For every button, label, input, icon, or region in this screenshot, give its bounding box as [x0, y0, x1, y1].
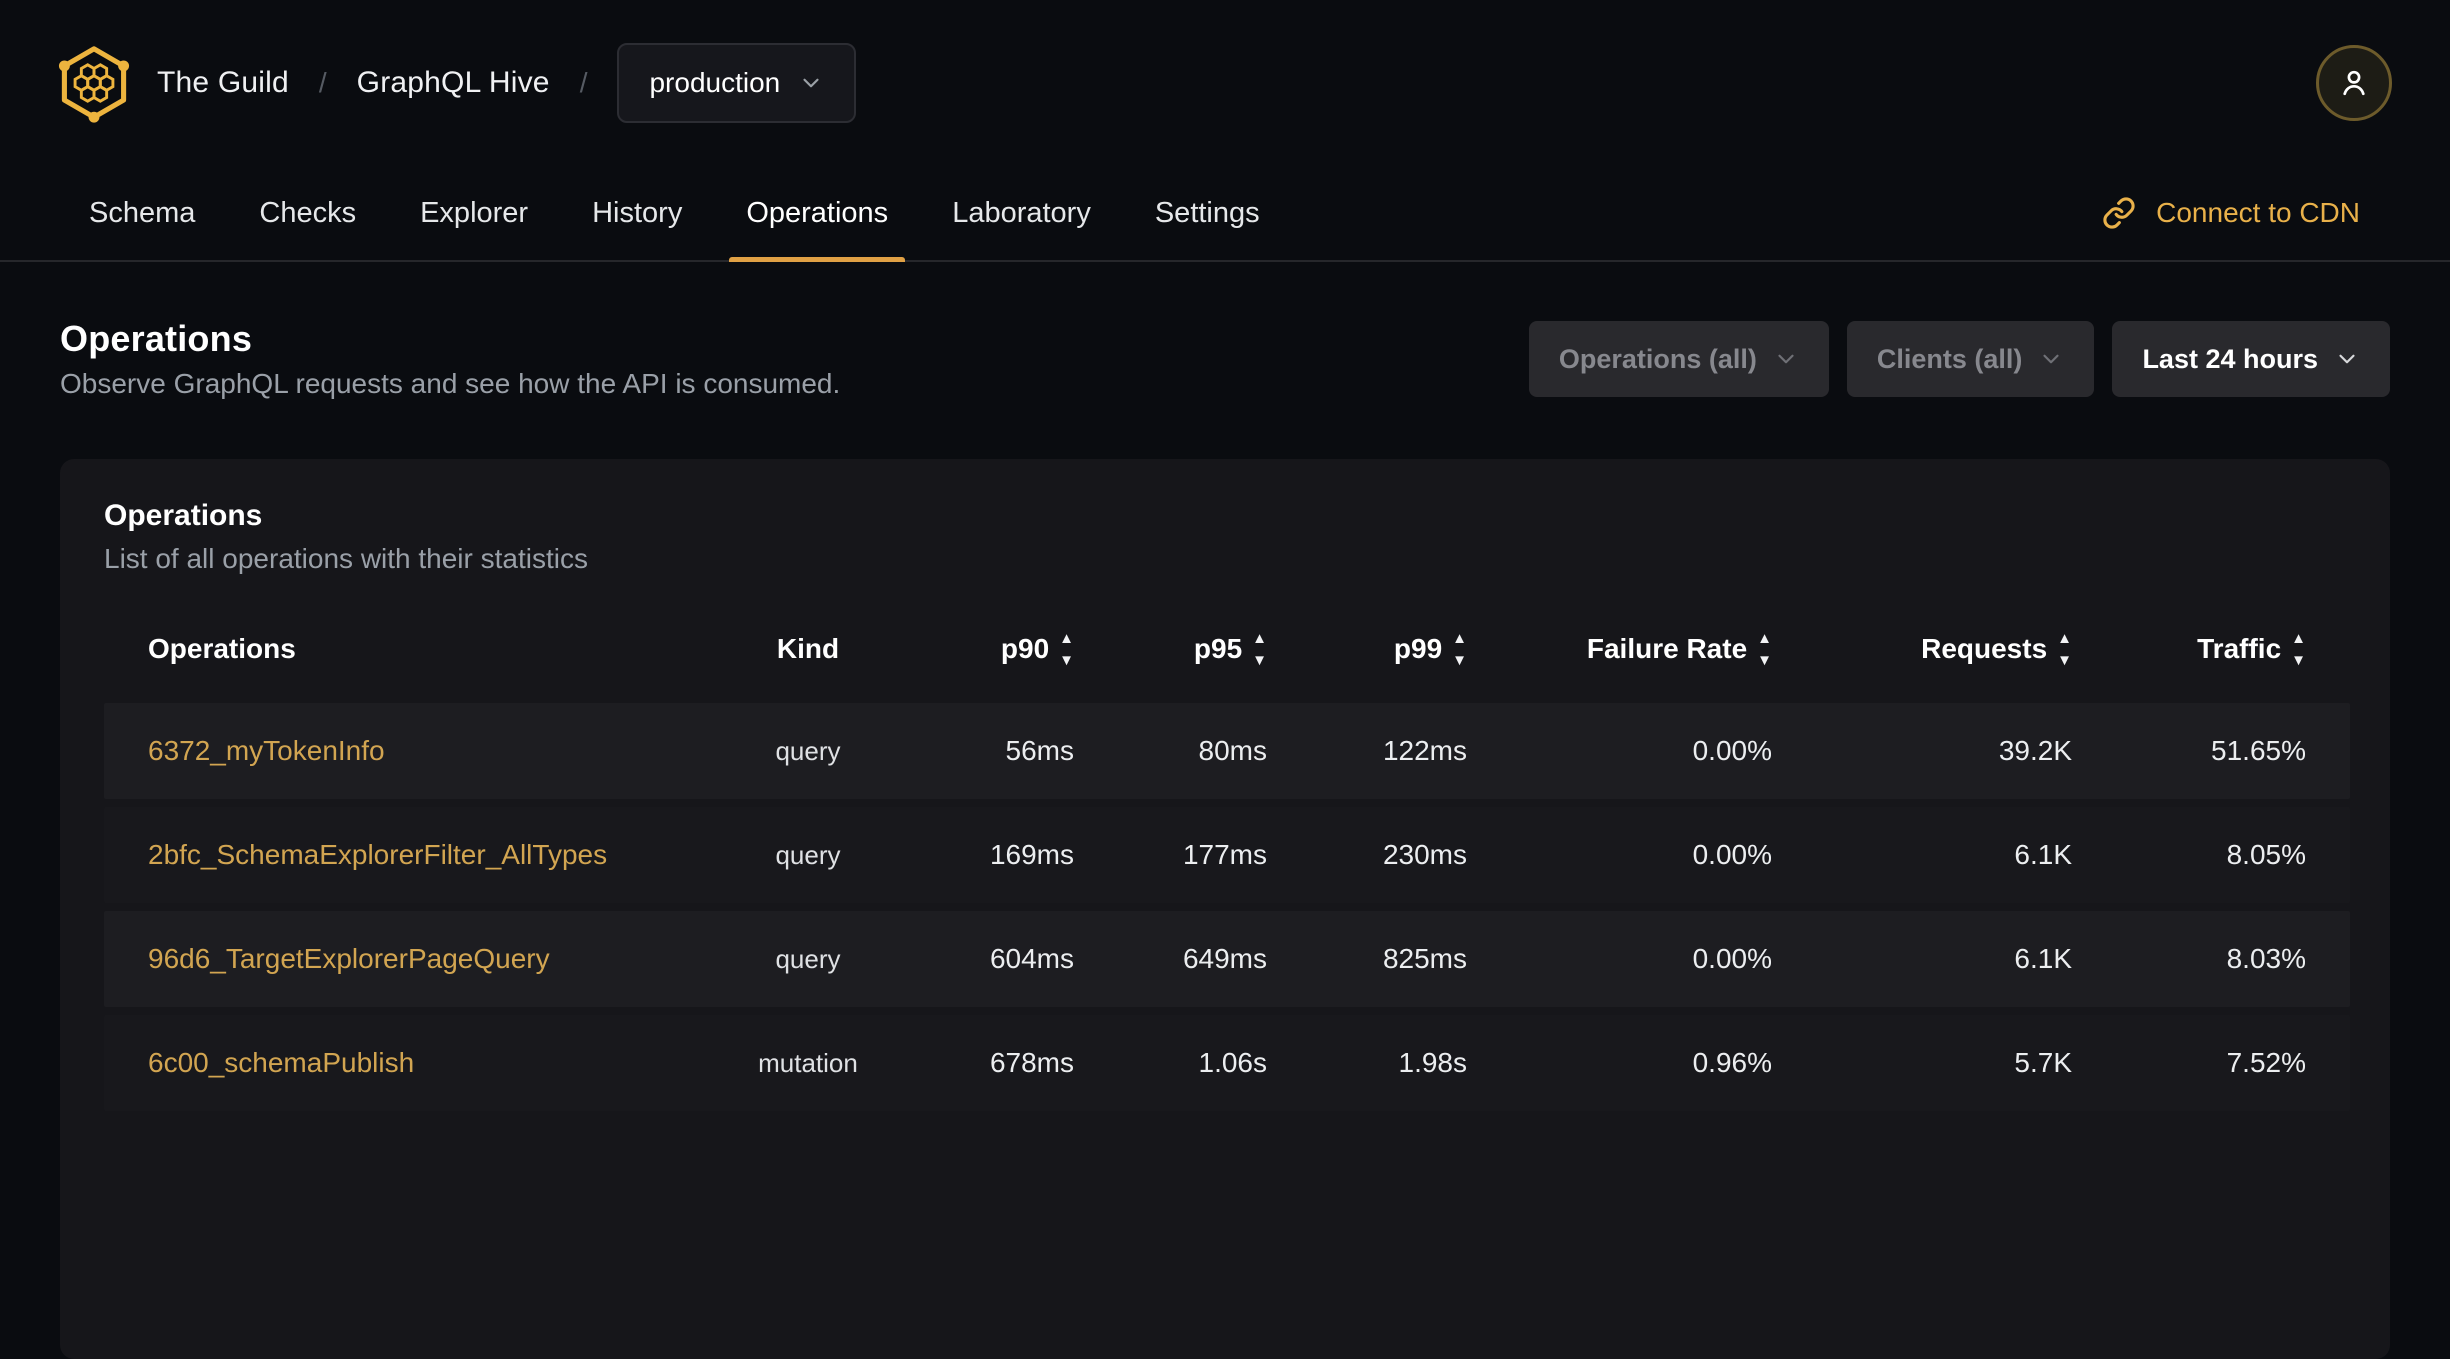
column-header-p95[interactable]: p95 ▲ ▼ [1193, 629, 1267, 669]
page-subtitle: Observe GraphQL requests and see how the… [60, 368, 841, 399]
the-guild-logo-icon[interactable] [57, 43, 131, 123]
breadcrumb: The Guild / GraphQL Hive / production [57, 43, 857, 123]
operation-p99: 230ms [1267, 807, 1467, 903]
connect-to-cdn-link[interactable]: Connect to CDN [2102, 166, 2360, 260]
tab-history[interactable]: History [592, 196, 683, 229]
breadcrumb-project[interactable]: GraphQL Hive [356, 66, 550, 99]
operation-link[interactable]: 2bfc_SchemaExplorerFilter_AllTypes [148, 839, 608, 870]
operations-table: Operations Kind p90 ▲ ▼ p95 ▲ ▼ p99 [104, 595, 2350, 1119]
column-header-p90[interactable]: p90 ▲ ▼ [1000, 629, 1074, 669]
operation-p90: 678ms [934, 1015, 1074, 1111]
tab-operations[interactable]: Operations [729, 166, 906, 262]
target-select-button[interactable]: production [617, 43, 857, 123]
column-header-traffic[interactable]: Traffic ▲ ▼ [2197, 629, 2306, 669]
sort-icon[interactable]: ▲ ▼ [2057, 629, 2072, 669]
operation-traffic: 51.65% [2072, 703, 2350, 799]
connect-to-cdn-label: Connect to CDN [2156, 197, 2360, 228]
page-head: Operations Observe GraphQL requests and … [60, 318, 2390, 400]
clients-filter-button[interactable]: Clients (all) [1846, 321, 2095, 397]
table-row: 2bfc_SchemaExplorerFilter_AllTypes query… [104, 807, 2350, 903]
link-icon [2103, 197, 2135, 229]
operation-requests: 5.7K [1772, 1015, 2072, 1111]
sort-icon[interactable]: ▲ ▼ [1757, 629, 1772, 669]
tab-explorer[interactable]: Explorer [420, 196, 529, 229]
page-title: Operations [60, 318, 253, 359]
chevron-down-icon [2339, 354, 2355, 364]
operation-kind: query [682, 911, 934, 1007]
tab-schema[interactable]: Schema [89, 196, 196, 229]
operation-p95: 80ms [1074, 703, 1267, 799]
tab-settings[interactable]: Settings [1154, 196, 1260, 229]
tab-checks[interactable]: Checks [259, 196, 357, 229]
table-row: 96d6_TargetExplorerPageQuery query 604ms… [104, 911, 2350, 1007]
user-avatar[interactable] [2316, 45, 2392, 121]
sort-icon[interactable]: ▲ ▼ [1252, 629, 1267, 669]
breadcrumb-separator: / [579, 67, 588, 98]
operation-p95: 1.06s [1074, 1015, 1267, 1111]
operation-traffic: 8.03% [2072, 911, 2350, 1007]
operations-filter-label: Operations (all) [1558, 343, 1757, 374]
page-titles: Operations Observe GraphQL requests and … [60, 318, 840, 400]
operation-link[interactable]: 6c00_schemaPublish [148, 1047, 415, 1078]
main-content: Operations Observe GraphQL requests and … [0, 318, 2450, 1359]
operation-kind: query [682, 807, 934, 903]
target-select-value: production [649, 67, 781, 98]
operation-p99: 1.98s [1267, 1015, 1467, 1111]
chevron-down-icon [1778, 354, 1794, 364]
operations-card: Operations List of all operations with t… [60, 459, 2390, 1359]
operations-filter-button[interactable]: Operations (all) [1528, 321, 1829, 397]
table-row: 6372_myTokenInfo query 56ms 80ms 122ms 0… [104, 703, 2350, 799]
sort-icon[interactable]: ▲ ▼ [1059, 629, 1074, 669]
operation-p90: 604ms [934, 911, 1074, 1007]
operation-failure-rate: 0.00% [1467, 807, 1772, 903]
clients-filter-label: Clients (all) [1876, 343, 2023, 374]
operation-p95: 649ms [1074, 911, 1267, 1007]
tab-laboratory[interactable]: Laboratory [952, 196, 1091, 229]
breadcrumb-org[interactable]: The Guild [157, 66, 289, 99]
top-header: The Guild / GraphQL Hive / production [0, 0, 2450, 166]
operation-requests: 6.1K [1772, 807, 2072, 903]
operation-p90: 56ms [934, 703, 1074, 799]
operation-link[interactable]: 6372_myTokenInfo [148, 735, 385, 766]
card-title: Operations [104, 499, 263, 532]
operation-failure-rate: 0.00% [1467, 911, 1772, 1007]
chevron-down-icon [2043, 354, 2060, 364]
operation-requests: 39.2K [1772, 703, 2072, 799]
column-header-requests[interactable]: Requests ▲ ▼ [1921, 629, 2072, 669]
table-header-row: Operations Kind p90 ▲ ▼ p95 ▲ ▼ p99 [104, 603, 2350, 695]
operation-traffic: 8.05% [2072, 807, 2350, 903]
operation-failure-rate: 0.00% [1467, 703, 1772, 799]
breadcrumb-separator: / [318, 67, 327, 98]
column-header-p99[interactable]: p99 ▲ ▼ [1393, 629, 1467, 669]
operation-kind: query [682, 703, 934, 799]
chevron-down-icon [803, 78, 819, 88]
main-nav: Schema Checks Explorer History Operation… [0, 166, 2450, 262]
operation-traffic: 7.52% [2072, 1015, 2350, 1111]
person-icon [2343, 70, 2365, 96]
operation-p90: 169ms [934, 807, 1074, 903]
operation-p99: 122ms [1267, 703, 1467, 799]
column-header-operations: Operations [148, 633, 296, 664]
period-filter-button[interactable]: Last 24 hours [2112, 321, 2390, 397]
table-row: 6c00_schemaPublish mutation 678ms 1.06s … [104, 1015, 2350, 1111]
sort-icon[interactable]: ▲ ▼ [1452, 629, 1467, 669]
sort-icon[interactable]: ▲ ▼ [2291, 629, 2306, 669]
operation-link[interactable]: 96d6_TargetExplorerPageQuery [148, 943, 550, 974]
period-filter-label: Last 24 hours [2142, 343, 2318, 374]
column-header-failure-rate[interactable]: Failure Rate ▲ ▼ [1586, 629, 1772, 669]
operation-failure-rate: 0.96% [1467, 1015, 1772, 1111]
card-subtitle: List of all operations with their statis… [104, 543, 588, 574]
filter-bar: Operations (all) Clients (all) Last 24 h… [1528, 321, 2390, 397]
operation-kind: mutation [682, 1015, 934, 1111]
operation-p99: 825ms [1267, 911, 1467, 1007]
column-header-kind: Kind [776, 633, 840, 664]
operation-p95: 177ms [1074, 807, 1267, 903]
operation-requests: 6.1K [1772, 911, 2072, 1007]
